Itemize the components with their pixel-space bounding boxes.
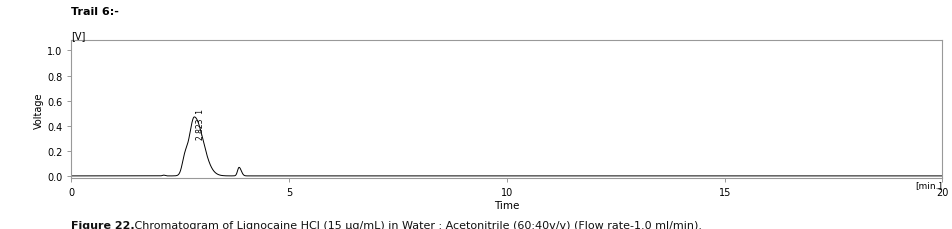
Text: Trail 6:-: Trail 6:- <box>71 7 119 17</box>
Text: Figure 22.: Figure 22. <box>71 220 135 229</box>
Text: [V]: [V] <box>71 31 86 41</box>
Text: Chromatogram of Lignocaine HCl (15 μg/mL) in Water : Acetonitrile (60:40v/v) (Fl: Chromatogram of Lignocaine HCl (15 μg/mL… <box>131 220 703 229</box>
Text: 2.823  1: 2.823 1 <box>196 109 205 140</box>
Y-axis label: Voltage: Voltage <box>34 92 44 128</box>
X-axis label: Time: Time <box>494 200 520 210</box>
Text: [min.]: [min.] <box>916 180 942 189</box>
